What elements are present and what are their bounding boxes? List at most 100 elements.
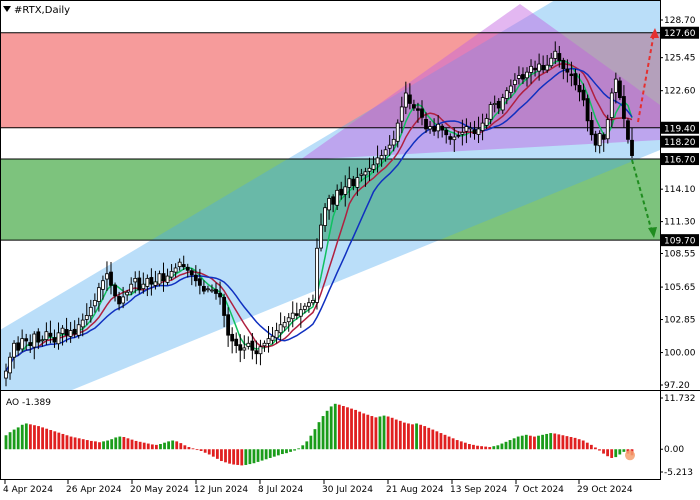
ao-bar (175, 441, 179, 450)
ao-bar (358, 411, 362, 450)
ao-bar (398, 420, 402, 450)
candle-body (432, 126, 437, 132)
candle-body (504, 90, 509, 99)
ao-bar (500, 443, 504, 450)
ao-bar (211, 449, 215, 457)
ao-bar (423, 426, 427, 450)
candle-body (416, 108, 420, 111)
candle-body (238, 344, 243, 351)
candle-body (84, 315, 89, 320)
ao-current-marker (625, 450, 635, 461)
level-price-tag (661, 121, 699, 134)
ao-bar (276, 449, 280, 456)
ao-bar (378, 416, 382, 450)
ao-bar (199, 449, 203, 451)
ao-bar (317, 422, 321, 450)
candle-body (569, 73, 574, 77)
candle-body (290, 312, 295, 320)
ao-bar (285, 449, 288, 454)
candle-body (464, 126, 469, 132)
ao-bar (8, 432, 12, 450)
candle-body (117, 296, 121, 305)
candle-body (468, 127, 473, 130)
ao-bar (4, 435, 8, 450)
ao-bar (57, 432, 61, 450)
ao-bar (281, 449, 284, 455)
ao-bar (110, 439, 114, 450)
candle-body (315, 247, 319, 303)
candle-body (521, 74, 525, 80)
candle-body (335, 189, 340, 206)
candle-body (214, 289, 218, 294)
chart-frame (0, 0, 661, 480)
candle-body (254, 350, 259, 355)
time-tick-label: 30 Jul 2024 (322, 485, 373, 495)
ao-bar (610, 449, 614, 458)
ao-bar (427, 427, 431, 450)
candle-body (622, 96, 626, 119)
ao-bar (443, 434, 447, 450)
ao-bar (508, 440, 512, 450)
ao-bar (85, 440, 89, 450)
candle-body (500, 97, 505, 111)
candle-body (573, 73, 578, 86)
price-tick-label: 114.10 (664, 185, 696, 195)
candle-body (64, 329, 69, 336)
ao-bar (142, 442, 146, 450)
ao-bar (598, 449, 601, 451)
ao-bar (155, 444, 158, 450)
ao-bar (73, 437, 77, 450)
candle-body (101, 280, 105, 290)
ao-axis: 11.732 0.00 -5.213 (660, 394, 696, 478)
ao-bar (289, 449, 292, 452)
candle-body (533, 67, 537, 71)
ao-bar (504, 441, 508, 450)
candle-body (185, 266, 190, 271)
candle-body (371, 164, 376, 170)
candle-body (44, 331, 49, 340)
time-axis: 4 Apr 2024 26 Apr 2024 20 May 2024 12 Jun 2… (3, 480, 633, 495)
time-tick-label: 26 Apr 2024 (66, 485, 122, 495)
ao-bar (138, 441, 142, 450)
ao-bar (512, 438, 516, 450)
dropdown-triangle-icon[interactable] (3, 6, 11, 12)
ao-bar (191, 448, 195, 450)
candle-body (375, 157, 380, 165)
ao-bar (561, 435, 565, 450)
ao-bar (183, 445, 187, 450)
triangle-pattern (300, 4, 660, 160)
ao-bar (41, 427, 44, 450)
ao-bar (606, 449, 610, 457)
candle-body (161, 273, 166, 282)
ao-bar (195, 449, 199, 451)
ao-bar (28, 424, 32, 450)
candle-body (359, 173, 364, 176)
candle-body (545, 64, 550, 71)
ao-bar (415, 423, 418, 450)
candle-body (270, 335, 275, 341)
ao-bar (98, 442, 101, 450)
candle-body (96, 287, 101, 302)
ao-bar (589, 444, 593, 450)
ao-bar (455, 440, 459, 450)
candle-body (137, 277, 142, 291)
candle-body (492, 103, 497, 106)
candle-body (181, 264, 186, 268)
candle-body (593, 133, 598, 146)
candle-body (173, 267, 178, 273)
candle-body (4, 370, 8, 379)
candle-body (343, 186, 348, 195)
candle-body (20, 338, 25, 350)
candle-body (597, 133, 602, 147)
candle-body (113, 284, 117, 297)
candle-body (601, 134, 606, 140)
ao-bar (337, 404, 341, 450)
ma-mid-line (5, 63, 633, 372)
candle-body (561, 59, 566, 70)
candle-body (363, 171, 368, 176)
ao-bar (126, 438, 130, 450)
ao-bar (488, 447, 492, 450)
ao-bar (69, 436, 73, 450)
price-tick-label: 105.65 (664, 283, 696, 293)
